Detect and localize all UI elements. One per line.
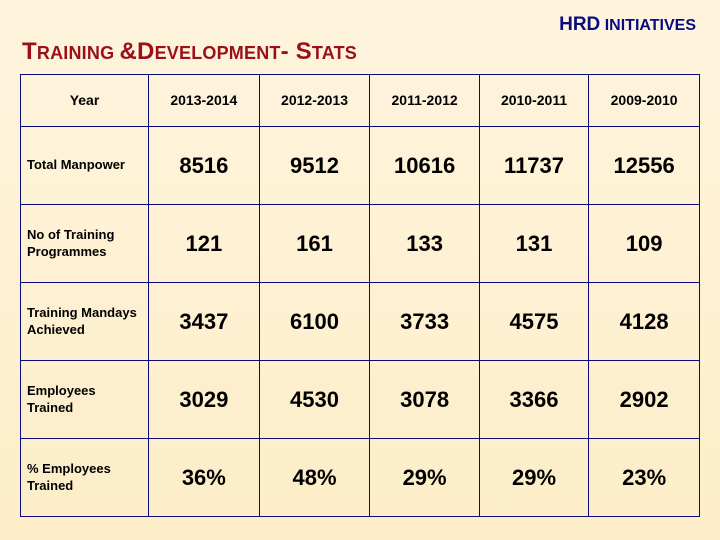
title-seg: T [22,38,37,65]
data-cell: 161 [259,205,370,283]
data-cell: 109 [589,205,700,283]
data-cell: 8516 [149,127,260,205]
title-seg: RAINING [37,43,120,63]
table-row: No of Training Programmes 121 161 133 13… [21,205,700,283]
data-cell: 29% [370,439,479,517]
corner-header-big: HRD [559,14,600,35]
row-label: Training Mandays Achieved [21,283,149,361]
title-seg: & [119,38,137,65]
data-cell: 3366 [479,361,588,439]
data-cell: 6100 [259,283,370,361]
data-cell: 3437 [149,283,260,361]
data-cell: 4530 [259,361,370,439]
data-cell: 4575 [479,283,588,361]
row-label: % Employees Trained [21,439,149,517]
data-cell: 29% [479,439,588,517]
row-label: Employees Trained [21,361,149,439]
page-corner-header: HRD INITIATIVES [559,14,696,36]
col-year: Year [21,75,149,127]
data-cell: 9512 [259,127,370,205]
data-cell: 12556 [589,127,700,205]
data-cell: 2902 [589,361,700,439]
data-cell: 11737 [479,127,588,205]
data-cell: 3078 [370,361,479,439]
data-cell: 23% [589,439,700,517]
table-header-row: Year 2013-2014 2012-2013 2011-2012 2010-… [21,75,700,127]
title-seg: EVELOPMENT [155,43,281,63]
data-cell: 3029 [149,361,260,439]
data-cell: 48% [259,439,370,517]
corner-header-small: INITIATIVES [600,17,696,34]
table-row: % Employees Trained 36% 48% 29% 29% 23% [21,439,700,517]
col-2010-2011: 2010-2011 [479,75,588,127]
col-2009-2010: 2009-2010 [589,75,700,127]
title-seg: - S [281,38,312,65]
stats-table: Year 2013-2014 2012-2013 2011-2012 2010-… [20,74,700,517]
data-cell: 3733 [370,283,479,361]
title-seg: D [137,38,155,65]
data-cell: 131 [479,205,588,283]
col-2012-2013: 2012-2013 [259,75,370,127]
col-2011-2012: 2011-2012 [370,75,479,127]
table-row: Employees Trained 3029 4530 3078 3366 29… [21,361,700,439]
title-seg: TATS [312,43,357,63]
data-cell: 121 [149,205,260,283]
col-2013-2014: 2013-2014 [149,75,260,127]
table-row: Total Manpower 8516 9512 10616 11737 125… [21,127,700,205]
data-cell: 10616 [370,127,479,205]
table-row: Training Mandays Achieved 3437 6100 3733… [21,283,700,361]
data-cell: 36% [149,439,260,517]
table-body: Total Manpower 8516 9512 10616 11737 125… [21,127,700,517]
row-label: Total Manpower [21,127,149,205]
data-cell: 133 [370,205,479,283]
page-title: TRAINING &DEVELOPMENT- STATS [22,38,357,66]
row-label: No of Training Programmes [21,205,149,283]
stats-table-wrap: Year 2013-2014 2012-2013 2011-2012 2010-… [20,74,700,517]
data-cell: 4128 [589,283,700,361]
